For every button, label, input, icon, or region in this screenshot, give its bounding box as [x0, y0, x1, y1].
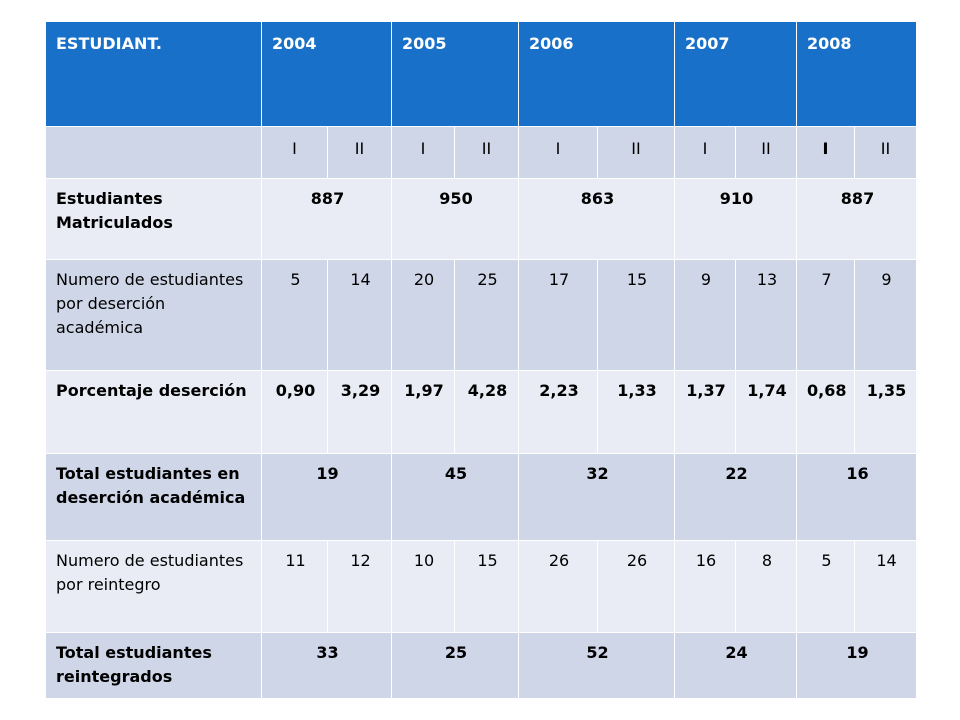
- semester-cell: I: [518, 126, 598, 179]
- table-cell: 32: [518, 453, 675, 541]
- table-cell: 14: [327, 259, 392, 371]
- table-cell: 14: [854, 540, 917, 633]
- table-cell: 16: [674, 540, 736, 633]
- table-row-porcentaje: Porcentaje deserción 0,90 3,29 1,97 4,28…: [45, 370, 917, 454]
- table-cell: 19: [796, 632, 917, 699]
- semester-row: I II I II I II I II I II: [45, 126, 917, 179]
- semester-cell: II: [854, 126, 917, 179]
- table-cell: 5: [796, 540, 855, 633]
- table-cell: 9: [854, 259, 917, 371]
- table-cell: 25: [391, 632, 519, 699]
- table-cell: 1,97: [391, 370, 455, 454]
- semester-cell: I: [796, 126, 855, 179]
- table-cell: 887: [261, 178, 392, 260]
- semester-cell: II: [327, 126, 392, 179]
- table-cell: 17: [518, 259, 598, 371]
- semester-cell: I: [674, 126, 736, 179]
- semester-cell: I: [391, 126, 455, 179]
- row-label: Numero de estudiantes por deserción acad…: [45, 259, 262, 371]
- table-cell: 10: [391, 540, 455, 633]
- table-cell: 12: [327, 540, 392, 633]
- table-cell: 26: [597, 540, 675, 633]
- table-cell: 16: [796, 453, 917, 541]
- table-row-reintegro: Numero de estudiantes por reintegro 11 1…: [45, 540, 917, 633]
- table-cell: 2,23: [518, 370, 598, 454]
- table-row-total-desercion: Total estudiantes en deserción académica…: [45, 453, 917, 541]
- table-cell: 1,74: [735, 370, 797, 454]
- year-2006: 2006: [518, 21, 675, 127]
- table-cell: 863: [518, 178, 675, 260]
- row-label: Estudiantes Matriculados: [45, 178, 262, 260]
- table-cell: 5: [261, 259, 328, 371]
- table-cell: 33: [261, 632, 392, 699]
- table-row-total-reintegrados: Total estudiantes reintegrados 33 25 52 …: [45, 632, 917, 699]
- table-cell: 22: [674, 453, 797, 541]
- table-cell: 3,29: [327, 370, 392, 454]
- table-cell: 45: [391, 453, 519, 541]
- header-row: ESTUDIANT. 2004 2005 2006 2007 2008: [45, 21, 917, 127]
- row-label: Total estudiantes en deserción académica: [45, 453, 262, 541]
- semester-cell: II: [454, 126, 519, 179]
- header-label: ESTUDIANT.: [45, 21, 262, 127]
- table-cell: 26: [518, 540, 598, 633]
- table-cell: 1,37: [674, 370, 736, 454]
- table-cell: 0,68: [796, 370, 855, 454]
- table-cell: 950: [391, 178, 519, 260]
- table-cell: 1,35: [854, 370, 917, 454]
- semester-cell: I: [261, 126, 328, 179]
- table-cell: 15: [454, 540, 519, 633]
- table-cell: 19: [261, 453, 392, 541]
- table-cell: 0,90: [261, 370, 328, 454]
- year-2008: 2008: [796, 21, 917, 127]
- table-cell: 7: [796, 259, 855, 371]
- table-cell: 910: [674, 178, 797, 260]
- table-cell: 20: [391, 259, 455, 371]
- year-2007: 2007: [674, 21, 797, 127]
- table-cell: 15: [597, 259, 675, 371]
- table-cell: 11: [261, 540, 328, 633]
- semester-cell: II: [597, 126, 675, 179]
- semester-cell: II: [735, 126, 797, 179]
- row-label: Numero de estudiantes por reintegro: [45, 540, 262, 633]
- table-cell: 1,33: [597, 370, 675, 454]
- row-label: Porcentaje deserción: [45, 370, 262, 454]
- table-cell: 25: [454, 259, 519, 371]
- table-cell: 8: [735, 540, 797, 633]
- table-cell: 24: [674, 632, 797, 699]
- table-cell: 52: [518, 632, 675, 699]
- table-row-matriculados: Estudiantes Matriculados 887 950 863 910…: [45, 178, 917, 260]
- table-cell: 13: [735, 259, 797, 371]
- table-cell: 9: [674, 259, 736, 371]
- table-row-desercion: Numero de estudiantes por deserción acad…: [45, 259, 917, 371]
- dropout-table: ESTUDIANT. 2004 2005 2006 2007 2008 I II…: [45, 21, 917, 699]
- table-cell: 887: [796, 178, 917, 260]
- semester-row-label: [45, 126, 262, 179]
- table-cell: 4,28: [454, 370, 519, 454]
- row-label: Total estudiantes reintegrados: [45, 632, 262, 699]
- year-2004: 2004: [261, 21, 392, 127]
- year-2005: 2005: [391, 21, 519, 127]
